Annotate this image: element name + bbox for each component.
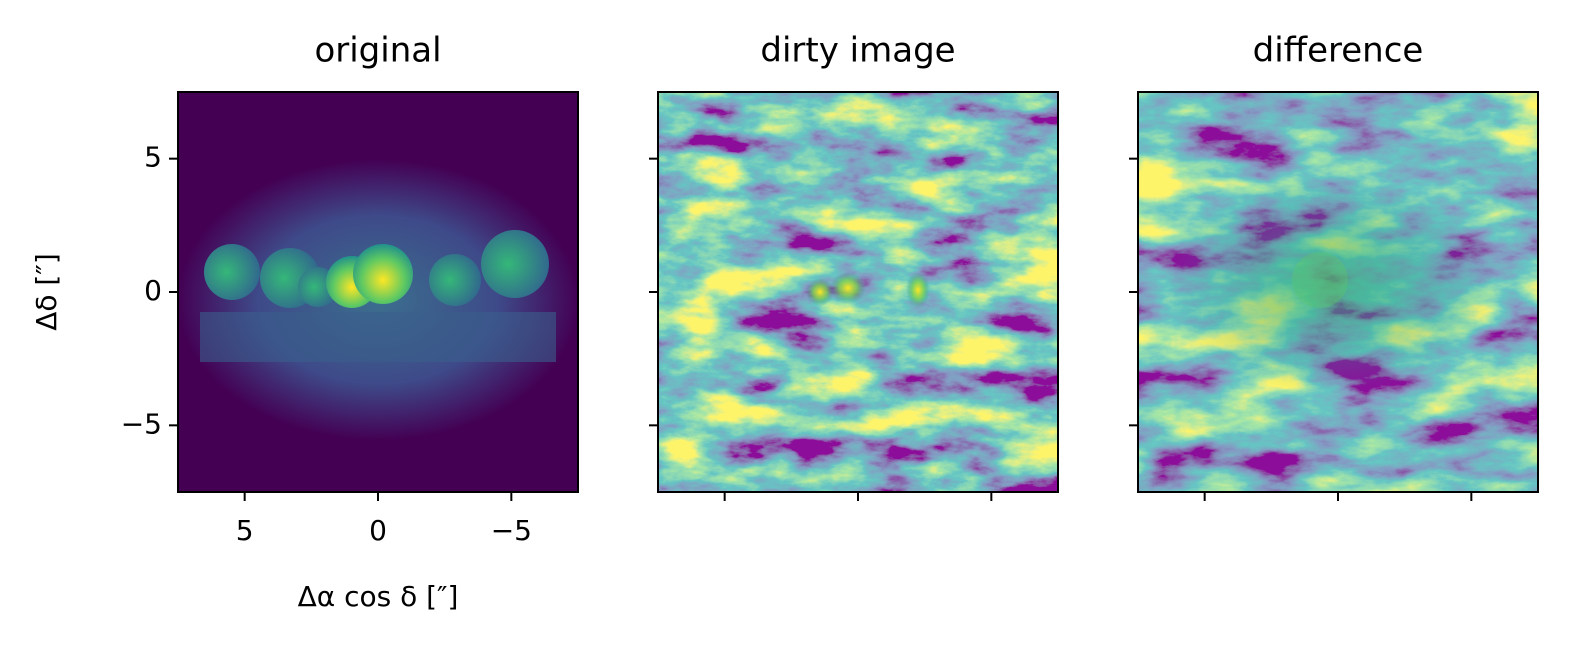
x-tick-label: 0: [369, 514, 387, 547]
x-tick-label: −5: [491, 514, 532, 547]
panel-title: difference: [1253, 31, 1424, 71]
panel-title: dirty image: [760, 31, 955, 71]
x-axis-label: Δα cos δ [″]: [298, 580, 459, 613]
panel-title: original: [314, 31, 441, 71]
y-tick-label: 5: [144, 141, 162, 174]
image-dirty: [658, 92, 1058, 492]
y-tick-label: −5: [121, 407, 162, 440]
x-tick-label: 5: [236, 514, 254, 547]
y-axis-label: Δδ [″]: [30, 253, 63, 331]
y-tick-label: 0: [144, 274, 162, 307]
image-difference: [1138, 92, 1538, 492]
image-original: [178, 92, 578, 492]
